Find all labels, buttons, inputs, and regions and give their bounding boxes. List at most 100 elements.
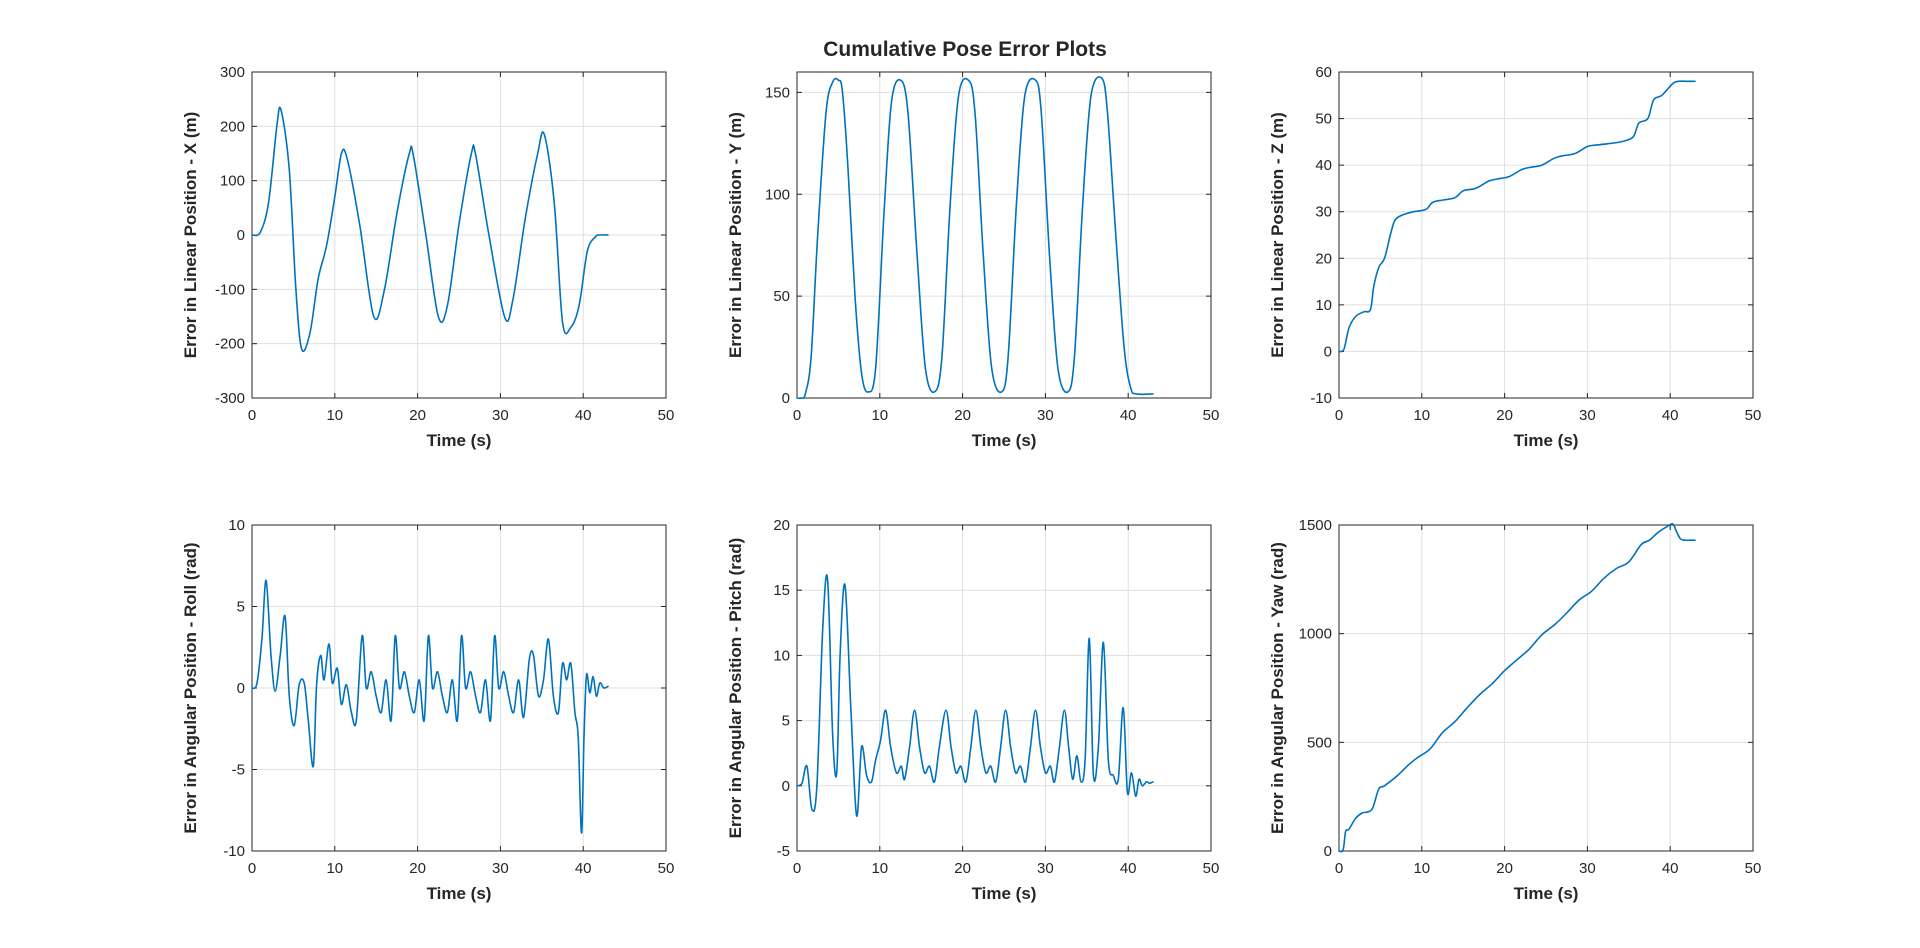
x-tick-label: 10 — [871, 407, 888, 424]
y-tick-label: 50 — [1315, 111, 1332, 128]
x-tick-label: 40 — [1120, 407, 1137, 424]
x-tick-label: 0 — [793, 407, 801, 424]
subplot-x: 0 10 20 30 40 50 -300 -200 -100 0 100 200 300 Time (s… — [181, 64, 674, 450]
y-tick-label: -10 — [223, 843, 245, 860]
series-line-z — [1338, 80, 1696, 353]
x-tick-label: 20 — [409, 407, 426, 424]
x-axis-label: Time (s) — [427, 884, 492, 903]
series-line-yaw — [1338, 523, 1696, 853]
y-tick-label: 5 — [237, 599, 245, 616]
y-tick-label: 10 — [773, 647, 790, 664]
x-tick-label: 40 — [575, 860, 592, 877]
y-tick-label: -5 — [777, 843, 790, 860]
x-tick-label: 40 — [1662, 407, 1679, 424]
x-tick-label: 50 — [1745, 860, 1762, 877]
y-tick-label: -200 — [215, 336, 245, 353]
x-tick-label: 50 — [1203, 860, 1220, 877]
y-tick-label: 15 — [773, 582, 790, 599]
axes-box — [1338, 524, 1754, 852]
figure-title: Cumulative Pose Error Plots — [823, 38, 1107, 61]
y-tick-label: 5 — [782, 713, 790, 730]
x-tick-label: 0 — [248, 860, 256, 877]
y-tick-label: 30 — [1315, 204, 1332, 221]
y-tick-label: 0 — [237, 227, 245, 244]
y-tick-label: 60 — [1315, 64, 1332, 81]
axes-box — [796, 524, 1212, 852]
y-tick-label: 100 — [220, 173, 245, 190]
x-tick-label: 30 — [1579, 407, 1596, 424]
y-tick-label: 300 — [220, 64, 245, 81]
y-tick-label: 10 — [228, 517, 245, 534]
x-tick-label: 20 — [954, 407, 971, 424]
x-tick-label: 40 — [1120, 860, 1137, 877]
y-tick-label: 500 — [1307, 734, 1332, 751]
x-tick-label: 20 — [1496, 860, 1513, 877]
y-tick-label: 100 — [765, 186, 790, 203]
y-tick-label: 150 — [765, 84, 790, 101]
x-tick-label: 10 — [1413, 860, 1430, 877]
y-axis-label: Error in Linear Position - Y (m) — [726, 112, 745, 358]
x-tick-label: 20 — [409, 860, 426, 877]
x-tick-label: 0 — [1335, 407, 1343, 424]
x-tick-label: 0 — [793, 860, 801, 877]
x-tick-label: 20 — [954, 860, 971, 877]
y-axis-label: Error in Angular Position - Roll (rad) — [181, 542, 200, 833]
y-tick-label: -300 — [215, 390, 245, 407]
subplot-y: 0 10 20 30 40 50 0 50 100 150 Time (s) Error in Lin… — [726, 71, 1220, 450]
x-axis-label: Time (s) — [972, 884, 1037, 903]
y-tick-label: 20 — [773, 517, 790, 534]
y-tick-label: -5 — [232, 762, 245, 779]
y-tick-label: -100 — [215, 281, 245, 298]
x-tick-label: 10 — [326, 860, 343, 877]
x-tick-label: 0 — [248, 407, 256, 424]
y-axis-label: Error in Angular Position - Yaw (rad) — [1268, 542, 1287, 834]
series-line-roll — [251, 579, 609, 834]
y-tick-label: 1500 — [1299, 517, 1332, 534]
x-tick-label: 10 — [326, 407, 343, 424]
x-tick-label: 50 — [658, 860, 675, 877]
y-tick-label: -10 — [1310, 390, 1332, 407]
y-tick-label: 0 — [1324, 843, 1332, 860]
y-tick-label: 200 — [220, 118, 245, 135]
y-axis-label: Error in Linear Position - Z (m) — [1268, 112, 1287, 358]
series-line-x — [251, 106, 609, 353]
x-axis-label: Time (s) — [427, 431, 492, 450]
x-tick-label: 30 — [1579, 860, 1596, 877]
y-tick-label: 0 — [782, 778, 790, 795]
x-tick-label: 40 — [575, 407, 592, 424]
x-tick-label: 30 — [492, 860, 509, 877]
x-tick-label: 10 — [871, 860, 888, 877]
y-axis-label: Error in Angular Position - Pitch (rad) — [726, 538, 745, 839]
x-axis-label: Time (s) — [1514, 431, 1579, 450]
x-tick-label: 10 — [1413, 407, 1430, 424]
x-tick-label: 30 — [1037, 860, 1054, 877]
y-tick-label: 1000 — [1299, 626, 1332, 643]
y-tick-label: 20 — [1315, 250, 1332, 267]
series-line-y — [796, 76, 1154, 400]
x-axis-label: Time (s) — [972, 431, 1037, 450]
x-tick-label: 50 — [1203, 407, 1220, 424]
y-tick-label: 10 — [1315, 297, 1332, 314]
y-tick-label: 0 — [1324, 343, 1332, 360]
x-tick-label: 20 — [1496, 407, 1513, 424]
y-tick-label: 40 — [1315, 157, 1332, 174]
axes-box — [796, 71, 1212, 399]
y-tick-label: 50 — [773, 288, 790, 305]
x-tick-label: 0 — [1335, 860, 1343, 877]
y-tick-label: 0 — [782, 390, 790, 407]
series-line-pitch — [796, 574, 1154, 817]
x-tick-label: 30 — [1037, 407, 1054, 424]
y-axis-label: Error in Linear Position - X (m) — [181, 112, 200, 359]
x-tick-label: 50 — [658, 407, 675, 424]
axes-box — [1338, 71, 1754, 399]
x-tick-label: 50 — [1745, 407, 1762, 424]
x-tick-label: 40 — [1662, 860, 1679, 877]
y-tick-label: 0 — [237, 680, 245, 697]
x-axis-label: Time (s) — [1514, 884, 1579, 903]
subplot-roll: 0 10 20 30 40 50 -10 -5 0 5 10 Time (s) Error in Ang… — [181, 517, 674, 903]
